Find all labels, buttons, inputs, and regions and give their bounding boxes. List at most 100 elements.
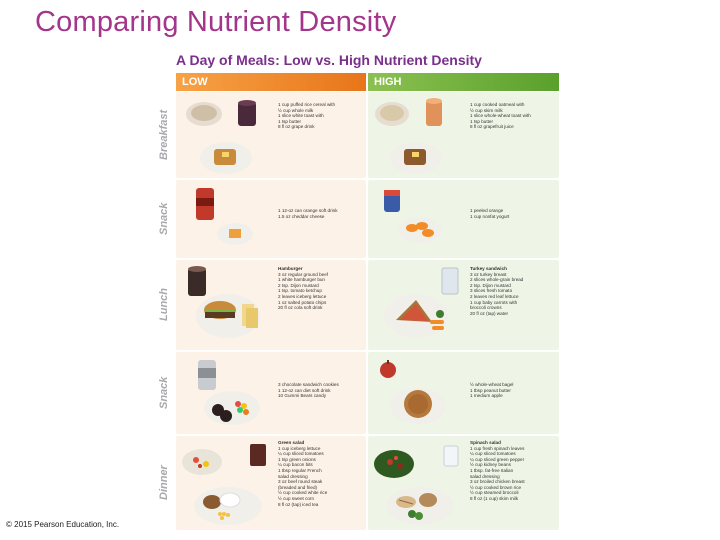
food-item: 10 Gummi Bears candy — [278, 393, 326, 399]
food-item: 3 oz regular ground beef — [278, 271, 329, 277]
food-item: 1 tsp green onions — [278, 456, 316, 462]
snack-pm-low-photo — [198, 360, 260, 425]
food-item: 1 cup nonfat yogurt — [470, 213, 510, 219]
food-item: 1 tbsp regular French — [278, 467, 322, 473]
lunch-high-cell: Turkey sandwich 3 oz turkey breast 2 slic… — [368, 260, 559, 350]
food-item: 3 chocolate sandwich cookies — [278, 382, 339, 387]
snack-pm-low-foods: 3 chocolate sandwich cookies 1 12-oz can … — [278, 382, 362, 399]
food-group-title: Turkey sandwich — [470, 266, 507, 271]
snack-pm-high-photo — [380, 360, 446, 424]
dinner-low-foods: Green salad 1 cup iceberg lettuce ¼ cup s… — [278, 440, 362, 507]
snack-pm-low-cell: 3 chocolate sandwich cookies 1 12-oz can … — [176, 352, 366, 434]
food-item: 1 cup cooked oatmeal with — [470, 102, 525, 107]
meal-label-snack-pm: Snack — [158, 376, 170, 410]
food-item: 1 tbsp peanut butter — [470, 387, 511, 393]
food-item: 1 oz salted potato chips — [278, 299, 327, 305]
food-item: 1 cup iceberg lettuce — [278, 445, 321, 451]
food-item: 2 leaves iceberg lettuce — [278, 293, 327, 299]
low-column-header: LOW — [176, 73, 366, 91]
dinner-high-cell: Spinach salad 1 cup fresh spinach leaves… — [368, 436, 559, 530]
lunch-low-foods: Hamburger 3 oz regular ground beef 1 whit… — [278, 266, 362, 311]
lunch-high-foods: Turkey sandwich 3 oz turkey breast 2 slic… — [470, 266, 555, 316]
food-item: ¼ cup bacon bits — [278, 462, 313, 468]
snack-am-high-photo — [384, 190, 442, 243]
food-group-title: Green salad — [278, 440, 305, 445]
snack-am-low-photo — [196, 188, 253, 245]
food-item: ½ cup kidney beans — [470, 462, 511, 468]
food-item: ½ cup skim milk — [470, 107, 503, 113]
food-item: 2 leaves red leaf lettuce — [470, 293, 519, 299]
food-item: 1 12-oz can orange soft drink — [278, 208, 338, 213]
food-item: 1 tsp butter — [278, 118, 301, 124]
food-item: 3 oz turkey breast — [470, 271, 507, 277]
food-item: ½ cup steamed broccoli — [470, 490, 519, 496]
food-item: 8 fl oz grape drink — [278, 124, 315, 130]
food-item: ½ cup cooked brown rice — [470, 484, 522, 490]
food-group-title: Hamburger — [278, 266, 303, 271]
food-group-title: Spinach salad — [470, 440, 501, 445]
lunch-high-photo — [384, 267, 459, 338]
food-item: 1.5 oz cheddar cheese — [278, 213, 325, 219]
breakfast-high-photo — [375, 98, 442, 174]
food-item: broccoli crowns — [470, 305, 502, 311]
food-item: ½ cup whole milk — [278, 107, 314, 113]
food-item: 1 tsp. tomato ketchup — [278, 288, 322, 294]
food-item: salad dressing — [470, 473, 500, 479]
nutrient-density-figure: A Day of Meals: Low vs. High Nutrient De… — [158, 48, 560, 532]
food-item: 8 fl oz (tap) iced tea — [278, 501, 319, 507]
snack-am-high-foods: 1 peeled orange 1 cup nonfat yogurt — [470, 208, 555, 219]
dinner-high-foods: Spinach salad 1 cup fresh spinach leaves… — [470, 440, 555, 502]
breakfast-low-photo — [186, 100, 256, 174]
food-item: 2 tsp. Dijon mustard — [278, 282, 319, 288]
food-item: ½ whole-wheat bagel — [470, 382, 514, 387]
food-item: 1 white hamburger bun — [278, 277, 325, 283]
meal-label-dinner: Dinner — [158, 465, 170, 501]
meal-label-snack-am: Snack — [158, 202, 170, 236]
food-item: 1 tsp butter — [470, 118, 493, 124]
food-item: 1 cup puffed rice cereal with — [278, 102, 336, 107]
breakfast-low-foods: 1 cup puffed rice cereal with ½ cup whole… — [278, 102, 362, 130]
food-item: 8 fl oz grapefruit juice — [470, 124, 514, 130]
figure-title: A Day of Meals: Low vs. High Nutrient De… — [176, 52, 482, 68]
dinner-high-photo — [374, 445, 459, 525]
food-item: 3 slices fresh tomato — [470, 288, 513, 294]
food-item: ¼ cup sliced green pepper — [470, 456, 525, 462]
lunch-low-cell: Hamburger 3 oz regular ground beef 1 whit… — [176, 260, 366, 350]
food-item: 1 cup fresh spinach leaves — [470, 445, 525, 451]
breakfast-high-cell: 1 cup cooked oatmeal with ½ cup skim milk… — [368, 92, 559, 178]
breakfast-high-foods: 1 cup cooked oatmeal with ½ cup skim milk… — [470, 102, 555, 130]
snack-am-low-cell: 1 12-oz can orange soft drink 1.5 oz ched… — [176, 180, 366, 258]
food-item: 1 cup baby carrots with — [470, 299, 518, 305]
food-item: 1 slice white toast with — [278, 113, 324, 119]
food-item: ½ cup cooked white rice — [278, 490, 328, 496]
food-item: ¼ cup sliced tomatoes — [470, 451, 516, 457]
food-item: 20 fl oz (tap) water — [470, 310, 509, 316]
food-item: 2 tsp. Dijon mustard — [470, 282, 511, 288]
breakfast-low-cell: 1 cup puffed rice cereal with ½ cup whole… — [176, 92, 366, 178]
meal-label-lunch: Lunch — [158, 288, 170, 322]
food-item: 1 slice whole-wheat toast with — [470, 113, 531, 119]
food-item: 3 oz beef round steak — [278, 479, 323, 485]
food-item: 1 medium apple — [470, 393, 503, 399]
snack-am-low-foods: 1 12-oz can orange soft drink 1.5 oz ched… — [278, 208, 362, 219]
food-item: 3 oz broiled chicken breast — [470, 479, 525, 485]
meal-grid: Breakfast 1 cup puffed rice cereal with ½… — [158, 92, 559, 530]
snack-pm-high-foods: ½ whole-wheat bagel 1 tbsp peanut butter 1… — [470, 382, 555, 399]
high-column-header: HIGH — [368, 73, 559, 91]
food-item: 2 slices whole-grain bread — [470, 277, 524, 283]
food-item: 1 12-oz can diet soft drink — [278, 387, 331, 393]
dinner-low-photo — [182, 444, 266, 525]
food-item: 8 fl oz (1 cup) skim milk — [470, 495, 518, 501]
food-item: salad dressing — [278, 473, 308, 479]
dinner-low-cell: Green salad 1 cup iceberg lettuce ¼ cup s… — [176, 436, 366, 530]
snack-am-high-cell: 1 peeled orange 1 cup nonfat yogurt — [368, 180, 559, 258]
lunch-low-photo — [188, 266, 260, 338]
snack-pm-high-cell: ½ whole-wheat bagel 1 tbsp peanut butter 1… — [368, 352, 559, 434]
food-item: 1 tbsp. fat-free Italian — [470, 467, 514, 473]
meal-label-breakfast: Breakfast — [158, 109, 170, 161]
food-item: 1 peeled orange — [470, 208, 504, 213]
food-item: ¼ cup sliced tomatoes — [278, 451, 324, 457]
food-item: 20 fl oz cola soft drink — [278, 305, 323, 311]
copyright-notice: © 2015 Pearson Education, Inc. — [6, 520, 120, 529]
slide-title: Comparing Nutrient Density — [35, 6, 397, 38]
